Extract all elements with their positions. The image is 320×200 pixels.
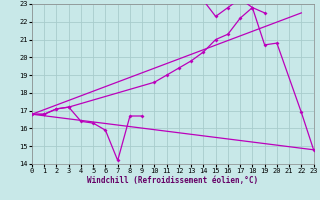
X-axis label: Windchill (Refroidissement éolien,°C): Windchill (Refroidissement éolien,°C) — [87, 176, 258, 185]
